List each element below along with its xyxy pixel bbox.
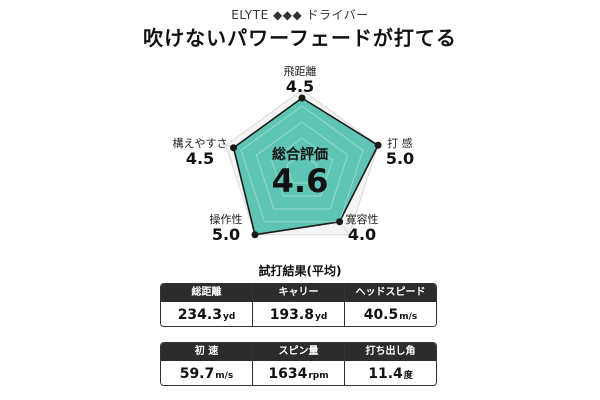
radar-data-ring	[270, 137, 334, 197]
axis-value-address: 4.5	[185, 149, 215, 168]
results-title: 試打結果(平均)	[258, 264, 342, 278]
header-total-distance: 総距離	[161, 284, 253, 302]
axis-name-address: 構えやすさ	[172, 137, 228, 150]
header-ball-speed: 初 速	[161, 343, 253, 361]
cell-head-speed: 40.5m/s	[345, 302, 436, 326]
axis-label-control: 操作性 5.0	[188, 214, 264, 243]
overall-rating-label: 総合評価	[272, 147, 328, 163]
radar-data-ring	[240, 105, 364, 223]
axis-label-forgiveness: 寛容性 4.0	[324, 214, 400, 243]
value-total-distance: 234.3	[177, 307, 222, 323]
table-header-row: 総距離 キャリー ヘッドスピード	[161, 284, 436, 302]
header-spin-rate: スピン量	[253, 343, 345, 361]
axis-name-distance: 飛距離	[283, 65, 317, 78]
cell-carry: 193.8yd	[253, 302, 345, 326]
axis-label-feel: 打 感 5.0	[362, 138, 438, 167]
table-value-row: 234.3yd 193.8yd 40.5m/s	[161, 302, 436, 326]
value-head-speed: 40.5	[363, 307, 399, 323]
cell-total-distance: 234.3yd	[161, 302, 253, 326]
unit-ball-speed: m/s	[215, 371, 234, 381]
unit-launch-angle: 度	[403, 371, 413, 381]
unit-spin-rate: rpm	[308, 371, 329, 381]
cell-launch-angle: 11.4度	[345, 361, 436, 385]
radar-point-0	[298, 94, 306, 102]
value-launch-angle: 11.4	[368, 366, 403, 382]
overall-rating-score: 4.6	[271, 162, 329, 200]
headline-title: 吹けないパワーフェードが打てる	[143, 26, 457, 50]
cell-spin-rate: 1634rpm	[253, 361, 345, 385]
radar-point-3	[251, 231, 259, 239]
axis-name-forgiveness: 寛容性	[345, 213, 379, 226]
axis-name-control: 操作性	[209, 213, 243, 226]
axis-value-feel: 5.0	[385, 149, 415, 168]
radar-data-ring	[286, 153, 318, 184]
header-head-speed: ヘッドスピード	[345, 284, 436, 302]
value-spin-rate: 1634	[268, 366, 308, 382]
unit-total-distance: yd	[222, 312, 236, 322]
header-carry: キャリー	[253, 284, 345, 302]
value-ball-speed: 59.7	[179, 366, 215, 382]
results-table-2: 初 速 スピン量 打ち出し角 59.7m/s 1634rpm 11.4度	[160, 342, 437, 386]
axis-value-forgiveness: 4.0	[347, 225, 377, 244]
radar-data-ring	[255, 121, 349, 210]
axis-name-feel: 打 感	[387, 137, 413, 150]
table-header-row: 初 速 スピン量 打ち出し角	[161, 343, 436, 361]
axis-label-distance: 飛距離 4.5	[262, 66, 338, 95]
radar-point-4	[230, 144, 238, 152]
table-value-row: 59.7m/s 1634rpm 11.4度	[161, 361, 436, 385]
radar-point-1	[374, 141, 382, 149]
radar-data-area	[232, 97, 379, 236]
axis-value-control: 5.0	[211, 225, 241, 244]
product-subtitle: ELYTE ◆◆◆ ドライバー	[231, 8, 369, 22]
value-carry: 193.8	[269, 307, 314, 323]
header-launch-angle: 打ち出し角	[345, 343, 436, 361]
axis-value-distance: 4.5	[285, 77, 315, 96]
radar-point-2	[336, 218, 344, 226]
cell-ball-speed: 59.7m/s	[161, 361, 253, 385]
unit-carry: yd	[314, 312, 328, 322]
results-table-1: 総距離 キャリー ヘッドスピード 234.3yd 193.8yd 40.5m/s	[160, 283, 437, 327]
unit-head-speed: m/s	[399, 312, 418, 322]
axis-label-address: 構えやすさ 4.5	[160, 138, 240, 167]
